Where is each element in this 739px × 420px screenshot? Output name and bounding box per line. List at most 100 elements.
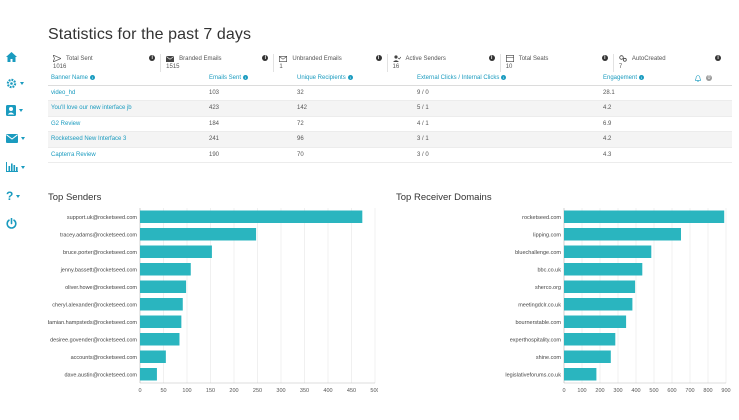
bar[interactable] xyxy=(564,368,597,381)
bar[interactable] xyxy=(140,350,166,364)
category-label: experthospitality.com xyxy=(510,337,562,343)
auto-icon xyxy=(619,55,628,62)
category-label: cheryl.alexander@rocketseed.com xyxy=(52,302,137,308)
column-header[interactable]: Banner Name i xyxy=(48,72,206,86)
table-row: You'll love our new interface jb 423 142… xyxy=(48,100,732,117)
bar[interactable] xyxy=(564,210,725,224)
bar[interactable] xyxy=(140,333,180,346)
bar[interactable] xyxy=(564,315,627,329)
category-label: jenny.bassett@rocketseed.com xyxy=(60,267,138,273)
stat-value: 1 xyxy=(279,64,283,70)
top-senders-chart: 0 50 100 150 200 250 300 350 400 450 500 support.uk… xyxy=(48,208,378,394)
bar[interactable] xyxy=(140,368,157,381)
info-icon[interactable]: i xyxy=(262,55,269,61)
tick-label: 600 xyxy=(667,388,676,394)
info-icon[interactable]: i xyxy=(601,55,608,61)
cell: 4.2 xyxy=(600,100,692,117)
column-header[interactable]: Emails Sent i xyxy=(206,72,294,86)
bar-chart-icon xyxy=(6,162,18,172)
category-label: rocketseed.com xyxy=(522,215,561,221)
tick-label: 300 xyxy=(276,388,285,394)
banner-name-link[interactable]: Rocketseed New Interface 3 xyxy=(48,131,206,148)
category-label: desiree.govender@rocketseed.com xyxy=(50,337,137,343)
info-icon[interactable]: i xyxy=(375,55,382,61)
stat-total-seats: Total Seats 10 i xyxy=(501,54,614,72)
stat-total-sent: Total Sent 1016 i xyxy=(48,54,162,72)
gear-icon xyxy=(6,78,17,88)
bar[interactable] xyxy=(140,298,183,311)
category-label: bournerstable.com xyxy=(515,320,561,326)
column-header[interactable]: Unique Recipients i xyxy=(294,72,414,86)
category-label: lipping.com xyxy=(533,232,561,238)
bar[interactable] xyxy=(140,210,363,224)
stat-label: AutoCreated xyxy=(631,55,666,62)
notification-column[interactable]: 0 xyxy=(692,72,732,86)
stat-label: Branded Emails xyxy=(179,55,222,62)
stat-label: Total Sent xyxy=(66,55,93,62)
bar[interactable] xyxy=(564,280,636,294)
tick-label: 800 xyxy=(703,388,712,394)
bar[interactable] xyxy=(564,350,611,364)
nav-email[interactable] xyxy=(6,129,30,147)
banner-name-link[interactable]: G2 Review xyxy=(48,116,206,132)
seat-icon xyxy=(505,55,515,62)
info-icon[interactable]: i xyxy=(715,55,722,61)
cell: 241 xyxy=(206,131,294,148)
bar[interactable] xyxy=(140,228,257,241)
page-title: Statistics for the past 7 days xyxy=(48,26,252,43)
envelope-icon xyxy=(6,133,18,143)
cell: 3 / 1 xyxy=(414,131,600,148)
cell: 32 xyxy=(294,85,414,101)
table-header: Banner Name i Emails Sent i Unique Recipie… xyxy=(48,72,732,86)
category-label: bbc.co.uk xyxy=(537,267,561,273)
cell: 3 / 0 xyxy=(414,147,600,163)
column-header[interactable]: Engagement i xyxy=(600,72,692,86)
nav-users[interactable] xyxy=(6,101,30,119)
nav-help[interactable]: ? xyxy=(6,187,30,205)
sidebar: ? xyxy=(0,0,34,420)
info-icon[interactable]: i xyxy=(149,55,156,61)
bar[interactable] xyxy=(564,245,652,259)
bar[interactable] xyxy=(140,245,212,259)
bar[interactable] xyxy=(564,298,633,311)
bar[interactable] xyxy=(564,333,616,346)
cell: 142 xyxy=(294,100,414,117)
table-row: G2 Review 184 72 4 / 1 6.9 xyxy=(48,116,732,132)
tick-label: 350 xyxy=(300,388,309,394)
tick-label: 0 xyxy=(138,388,141,394)
banner-name-link[interactable]: You'll love our new interface jb xyxy=(48,100,206,117)
notification-badge: 0 xyxy=(705,75,713,82)
category-label: sherco.org xyxy=(535,285,561,291)
nav-reports[interactable] xyxy=(6,158,30,176)
stat-value: 1515 xyxy=(166,64,180,70)
info-icon[interactable]: i xyxy=(488,55,495,61)
send-icon xyxy=(53,55,62,62)
tick-label: 500 xyxy=(370,388,378,394)
stat-value: 1016 xyxy=(53,64,67,70)
category-label: shine.com xyxy=(536,355,561,361)
bar[interactable] xyxy=(564,263,643,276)
user-check-icon xyxy=(392,55,402,62)
cell: 28.1 xyxy=(600,85,692,101)
bar[interactable] xyxy=(140,280,187,294)
cell: 4.3 xyxy=(600,147,692,163)
banner-name-link[interactable]: video_hd xyxy=(48,85,206,101)
cell: 103 xyxy=(206,85,294,101)
column-header[interactable]: External Clicks / Internal Clicks i xyxy=(414,72,600,86)
tick-label: 400 xyxy=(323,388,332,394)
tick-label: 100 xyxy=(182,388,191,394)
chevron-down-icon xyxy=(21,165,25,169)
nav-home[interactable] xyxy=(6,48,30,66)
category-label: damian.hampsteds@rocketseed.com xyxy=(48,320,137,326)
banner-name-link[interactable]: Capterra Review xyxy=(48,147,206,163)
bar[interactable] xyxy=(140,315,182,329)
top-senders-title: Top Senders xyxy=(48,192,102,203)
category-label: dave.austin@rocketseed.com xyxy=(64,372,137,378)
cell: 190 xyxy=(206,147,294,163)
bar[interactable] xyxy=(140,263,191,276)
top-domains-title: Top Receiver Domains xyxy=(396,192,492,203)
cell xyxy=(692,147,732,163)
nav-settings[interactable] xyxy=(6,74,30,92)
bar[interactable] xyxy=(564,228,681,241)
nav-logout[interactable] xyxy=(6,214,30,232)
